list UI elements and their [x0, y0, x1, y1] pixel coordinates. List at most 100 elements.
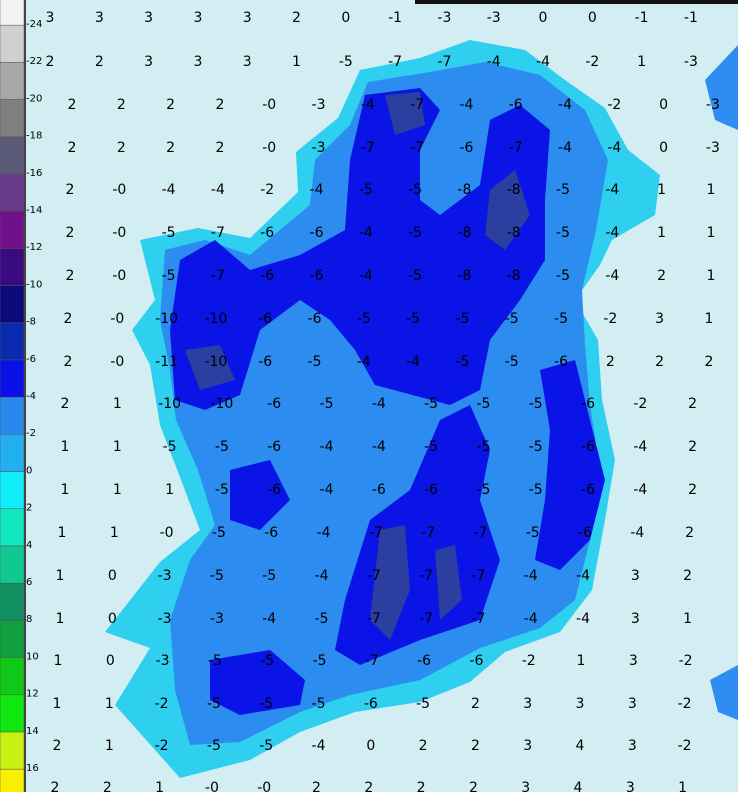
grid-value: 3 [144, 10, 153, 26]
grid-value: -5 [424, 439, 438, 455]
scale-swatch [0, 173, 25, 212]
grid-value: -7 [410, 140, 424, 156]
grid-value: -6 [578, 525, 592, 541]
grid-value: -4 [372, 396, 386, 412]
grid-value: 3 [655, 311, 664, 327]
scale-swatch [0, 768, 25, 792]
grid-value: -0 [262, 97, 276, 113]
grid-value: 0 [366, 738, 375, 754]
grid-value: -5 [476, 439, 490, 455]
scale-swatch [0, 0, 25, 26]
land-very-cold [210, 650, 305, 715]
grid-value: 1 [56, 611, 65, 627]
grid-value: -7 [471, 568, 485, 584]
grid-value: 2 [66, 182, 75, 198]
grid-value: 2 [685, 525, 694, 541]
grid-value: -4 [406, 354, 420, 370]
land-coldest [185, 345, 235, 390]
grid-value: -10 [204, 311, 227, 327]
grid-value: -0 [110, 311, 124, 327]
grid-value: 2 [53, 738, 62, 754]
grid-value: -5 [556, 268, 570, 284]
wales-land [710, 665, 738, 720]
grid-value: 3 [631, 568, 640, 584]
grid-value: -6 [267, 396, 281, 412]
scale-label: -14 [26, 205, 42, 216]
grid-value: -4 [357, 354, 371, 370]
grid-value: -0 [112, 268, 126, 284]
scale-swatch [0, 582, 25, 621]
grid-value: 3 [46, 10, 55, 26]
grid-value: -2 [155, 738, 169, 754]
grid-value: 1 [113, 396, 122, 412]
grid-value: -4 [211, 182, 225, 198]
scotland-land [705, 45, 738, 130]
grid-value: 3 [631, 611, 640, 627]
grid-value: -6 [372, 482, 386, 498]
grid-value: -8 [507, 182, 521, 198]
grid-value: -5 [207, 738, 221, 754]
grid-value: -4 [315, 568, 329, 584]
grid-value: -3 [487, 10, 501, 26]
scale-swatch [0, 694, 25, 733]
scale-label: -10 [26, 279, 42, 290]
grid-value: -11 [155, 354, 178, 370]
grid-value: 2 [95, 54, 104, 70]
scale-label: -20 [26, 93, 42, 104]
grid-value: -5 [208, 653, 222, 669]
grid-value: -10 [210, 396, 233, 412]
grid-value: -3 [158, 568, 172, 584]
grid-value: 3 [523, 696, 532, 712]
grid-value: 3 [576, 696, 585, 712]
grid-value: 1 [113, 482, 122, 498]
grid-value: 2 [66, 225, 75, 241]
grid-value: -2 [678, 696, 692, 712]
grid-value: 3 [193, 54, 202, 70]
scale-label: 4 [26, 540, 32, 551]
grid-value: 1 [706, 225, 715, 241]
grid-value: 3 [523, 738, 532, 754]
grid-value: -7 [369, 525, 383, 541]
scale-swatch [0, 136, 25, 175]
grid-value: 1 [53, 696, 62, 712]
grid-value: 1 [657, 225, 666, 241]
land-coldest [370, 525, 410, 640]
grid-value: 1 [292, 54, 301, 70]
scale-label: -2 [26, 428, 36, 439]
scale-swatch [0, 322, 25, 361]
grid-value: 2 [64, 311, 73, 327]
grid-value: 2 [166, 97, 175, 113]
land-very-cold [170, 88, 550, 410]
grid-value: -6 [310, 225, 324, 241]
scale-label: -22 [26, 56, 42, 67]
grid-value: -1 [635, 10, 649, 26]
grid-value: -6 [459, 140, 473, 156]
scale-label: -4 [26, 391, 36, 402]
grid-value: -4 [320, 439, 334, 455]
grid-value: 2 [704, 354, 713, 370]
grid-value: -3 [437, 10, 451, 26]
grid-value: -5 [526, 525, 540, 541]
scale-swatch [0, 545, 25, 584]
grid-value: -3 [684, 54, 698, 70]
scale-swatch [0, 508, 25, 547]
scale-swatch [0, 62, 25, 100]
grid-value: 2 [683, 568, 692, 584]
grid-value: -7 [419, 611, 433, 627]
grid-value: -8 [457, 225, 471, 241]
grid-value: -2 [607, 97, 621, 113]
grid-value: 1 [637, 54, 646, 70]
grid-value: 3 [193, 10, 202, 26]
grid-value: 1 [706, 268, 715, 284]
grid-value: 4 [574, 780, 583, 792]
grid-value: -7 [365, 653, 379, 669]
grid-value: -2 [679, 653, 693, 669]
grid-value: -6 [260, 268, 274, 284]
grid-value: 0 [588, 10, 597, 26]
grid-value: -5 [554, 311, 568, 327]
grid-value: -7 [211, 268, 225, 284]
grid-value: -5 [210, 568, 224, 584]
grid-value: -8 [457, 268, 471, 284]
grid-value: 0 [341, 10, 350, 26]
grid-value: 2 [417, 780, 426, 792]
